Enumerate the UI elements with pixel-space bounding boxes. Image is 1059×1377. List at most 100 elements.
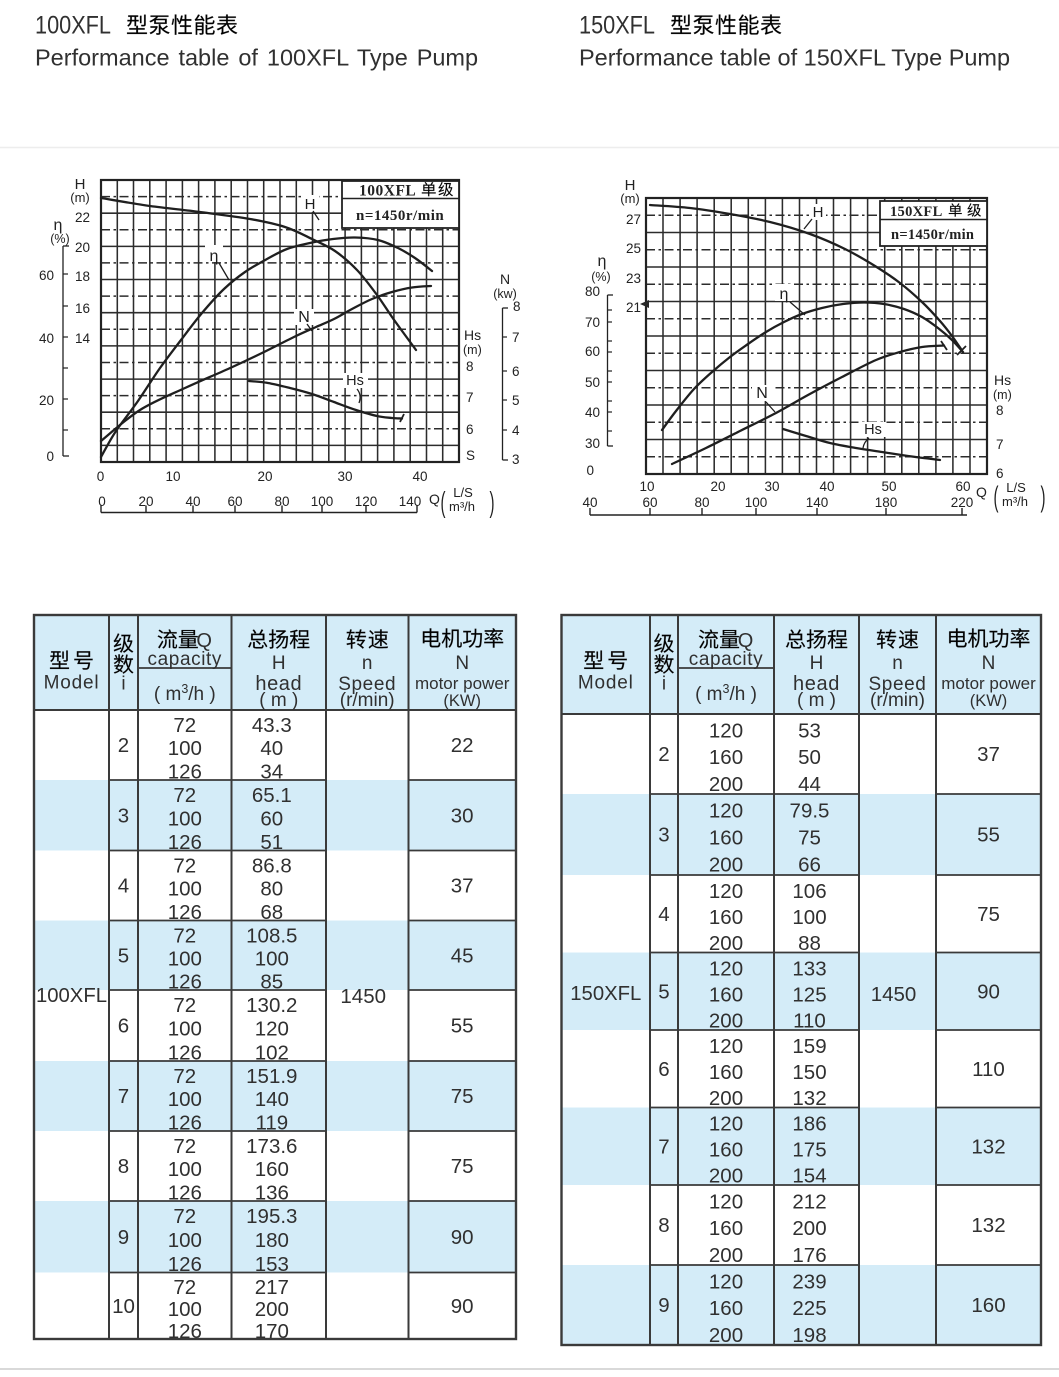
svg-text:(m): (m) — [993, 388, 1012, 402]
svg-text:Hs: Hs — [994, 372, 1011, 388]
svg-text:): ) — [489, 486, 494, 519]
svg-text:160: 160 — [709, 983, 743, 1006]
svg-text:4: 4 — [118, 875, 129, 898]
svg-text:40: 40 — [260, 737, 283, 760]
svg-text:150XFL: 150XFL — [890, 204, 943, 220]
svg-text:75: 75 — [977, 903, 1000, 926]
svg-text:4: 4 — [512, 423, 520, 438]
svg-text:195.3: 195.3 — [246, 1205, 297, 1228]
svg-text:160: 160 — [971, 1294, 1005, 1317]
svg-text:180: 180 — [875, 495, 898, 510]
svg-text:5: 5 — [658, 980, 669, 1003]
svg-text:108.5: 108.5 — [246, 924, 297, 947]
svg-text:η: η — [210, 248, 219, 265]
svg-text:132: 132 — [971, 1214, 1005, 1237]
svg-text:3: 3 — [118, 804, 129, 827]
svg-text:106: 106 — [792, 880, 826, 903]
svg-text:66: 66 — [798, 854, 821, 877]
svg-text:(r/min): (r/min) — [870, 690, 925, 711]
svg-text:200: 200 — [709, 932, 743, 955]
svg-text:motor power: motor power — [415, 674, 510, 693]
svg-text:72: 72 — [173, 714, 196, 737]
svg-text:100: 100 — [168, 807, 202, 830]
svg-text:45: 45 — [451, 944, 474, 967]
svg-text:100: 100 — [168, 947, 202, 970]
svg-text:150XFL: 150XFL — [570, 983, 641, 1005]
svg-text:25: 25 — [626, 241, 641, 256]
svg-text:75: 75 — [798, 827, 821, 850]
svg-text:Model: Model — [44, 673, 100, 694]
svg-text:23: 23 — [626, 271, 641, 286]
svg-text:H: H — [625, 177, 636, 194]
svg-text:120: 120 — [709, 1035, 743, 1058]
svg-text:i: i — [121, 674, 125, 695]
svg-text:154: 154 — [792, 1164, 826, 1187]
svg-text:68: 68 — [260, 901, 283, 924]
svg-text:160: 160 — [709, 1061, 743, 1084]
svg-text:η: η — [598, 253, 607, 270]
svg-text:140: 140 — [399, 494, 422, 509]
svg-text:6: 6 — [118, 1015, 129, 1038]
svg-text:9: 9 — [658, 1294, 669, 1317]
svg-text:H: H — [813, 204, 824, 221]
svg-text:72: 72 — [173, 1135, 196, 1158]
svg-text:( m3/h ): ( m3/h ) — [154, 682, 216, 705]
svg-text:η: η — [54, 217, 63, 234]
svg-text:18: 18 — [75, 269, 90, 284]
svg-text:102: 102 — [255, 1041, 289, 1064]
svg-text:100: 100 — [168, 737, 202, 760]
svg-text:40: 40 — [582, 495, 597, 510]
svg-text:(m): (m) — [620, 191, 640, 206]
svg-text:n: n — [362, 653, 373, 674]
svg-text:( m ): ( m ) — [259, 690, 298, 711]
svg-text:200: 200 — [709, 1087, 743, 1110]
svg-text:head: head — [793, 673, 840, 695]
svg-text:119: 119 — [255, 1112, 288, 1135]
svg-text:120: 120 — [255, 1018, 289, 1041]
svg-text:(%): (%) — [50, 232, 69, 246]
svg-text:100XFL: 100XFL — [36, 985, 107, 1007]
svg-text:1450: 1450 — [871, 983, 917, 1006]
svg-text:126: 126 — [168, 1182, 202, 1205]
svg-text:10: 10 — [165, 469, 180, 484]
svg-text:8: 8 — [658, 1214, 669, 1237]
svg-text:120: 120 — [709, 1271, 743, 1294]
svg-text:30: 30 — [764, 479, 779, 494]
svg-text:217: 217 — [255, 1276, 289, 1299]
svg-text:175: 175 — [792, 1138, 826, 1161]
svg-text:160: 160 — [709, 746, 743, 769]
svg-text:100XFL: 100XFL — [35, 12, 111, 40]
svg-text:75: 75 — [451, 1085, 474, 1108]
svg-text:H: H — [810, 653, 824, 674]
svg-text:126: 126 — [168, 1253, 202, 1276]
svg-text:239: 239 — [792, 1271, 826, 1294]
svg-text:Model: Model — [578, 673, 634, 694]
svg-text:200: 200 — [709, 1324, 743, 1347]
svg-text:2: 2 — [118, 734, 129, 757]
svg-text:20: 20 — [39, 393, 54, 408]
svg-text:88: 88 — [798, 932, 821, 955]
svg-text:Q: Q — [429, 491, 440, 507]
svg-text:53: 53 — [798, 720, 821, 743]
svg-text:72: 72 — [173, 1276, 196, 1299]
svg-text:37: 37 — [977, 743, 1000, 766]
svg-text:85: 85 — [260, 971, 283, 994]
svg-text:100XFL: 100XFL — [359, 183, 416, 200]
svg-text:L/S: L/S — [453, 485, 473, 500]
svg-text:22: 22 — [75, 210, 90, 225]
svg-text:( m3/h ): ( m3/h ) — [695, 682, 757, 705]
svg-text:72: 72 — [173, 924, 196, 947]
svg-text:100: 100 — [311, 494, 334, 509]
svg-text:80: 80 — [274, 494, 289, 509]
svg-text:37: 37 — [451, 875, 474, 898]
svg-text:5: 5 — [118, 944, 129, 967]
svg-text:H: H — [305, 196, 316, 213]
svg-text:N: N — [298, 309, 310, 326]
svg-text:7: 7 — [466, 390, 474, 405]
svg-text:60: 60 — [642, 495, 657, 510]
svg-text:40: 40 — [39, 331, 54, 346]
svg-text:η: η — [780, 286, 789, 303]
svg-text:22: 22 — [451, 734, 474, 757]
svg-text:173.6: 173.6 — [246, 1135, 297, 1158]
svg-text:198: 198 — [792, 1324, 826, 1347]
